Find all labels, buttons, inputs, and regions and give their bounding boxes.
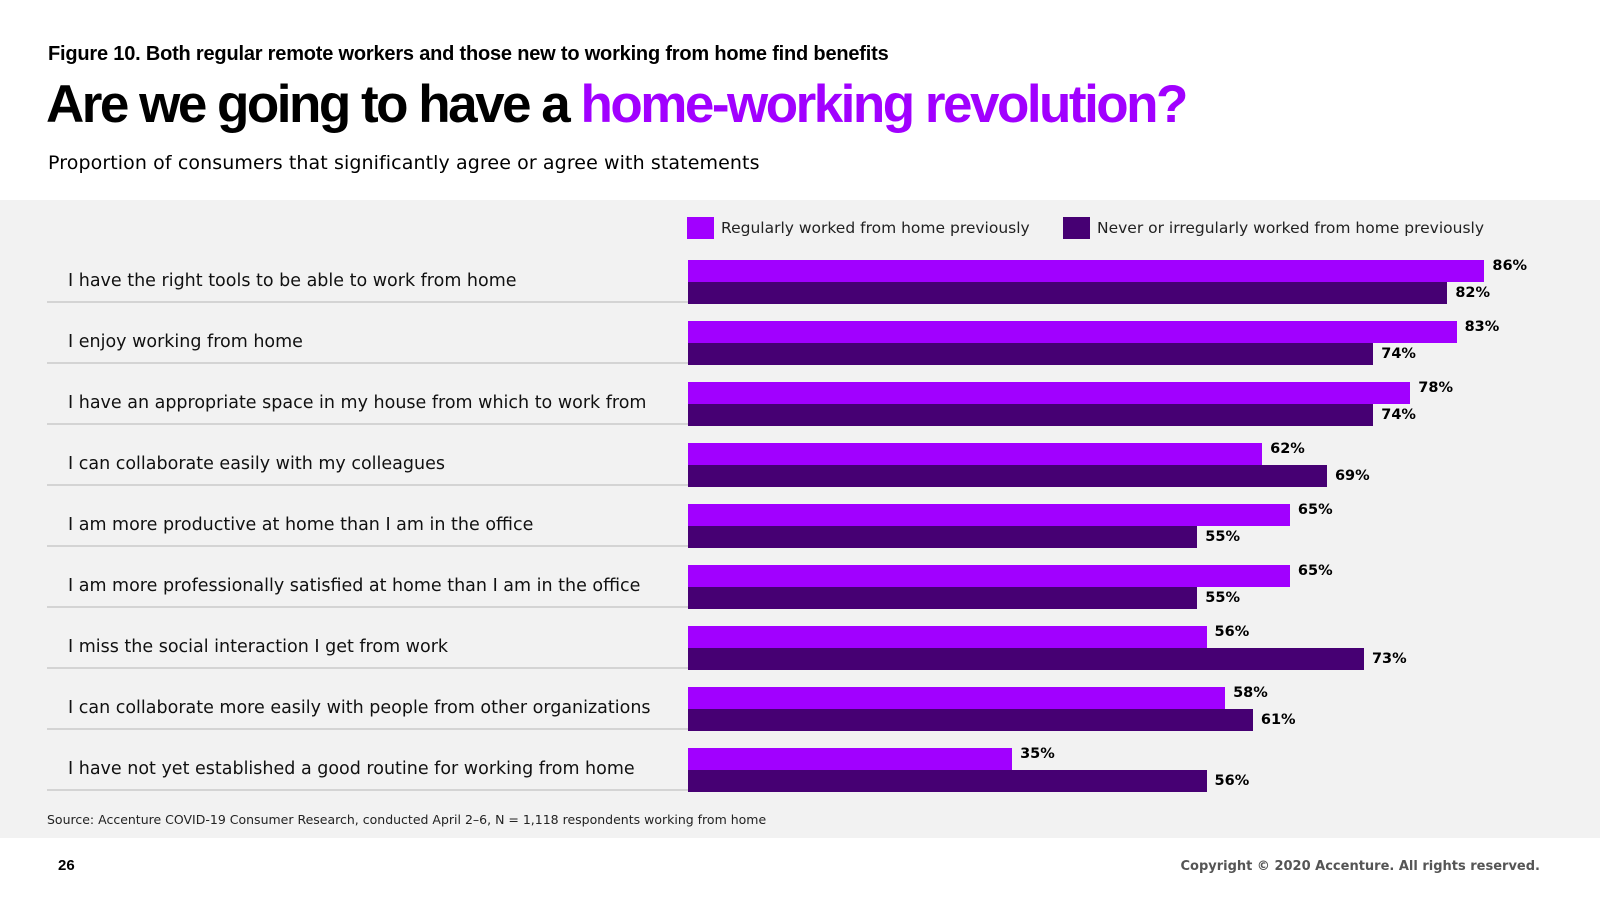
bar-regular (688, 626, 1207, 648)
bar-regular (688, 565, 1290, 587)
row-divider (47, 606, 688, 608)
bar-never (688, 587, 1198, 609)
row-divider (47, 789, 688, 791)
legend-swatch-never (1063, 217, 1090, 239)
copyright: Copyright © 2020 Accenture. All rights r… (1180, 859, 1541, 874)
bar-regular (688, 748, 1013, 770)
title-plain: Are we going to have a (46, 75, 581, 134)
row-divider (47, 362, 688, 364)
value-label-regular: 65% (1297, 502, 1333, 518)
row-label: I can collaborate more easily with peopl… (68, 698, 651, 718)
row-divider (47, 667, 688, 669)
bar-never (688, 465, 1327, 487)
value-label-regular: 65% (1297, 563, 1333, 579)
bar-regular (688, 321, 1457, 343)
bar-never (688, 404, 1374, 426)
row-label: I can collaborate easily with my colleag… (68, 454, 445, 474)
value-label-regular: 86% (1492, 258, 1528, 274)
legend-label-never: Never or irregularly worked from home pr… (1097, 219, 1485, 237)
page-number: 26 (58, 857, 75, 874)
legend-never: Never or irregularly worked from home pr… (1063, 217, 1484, 239)
value-label-regular: 56% (1214, 624, 1250, 640)
value-label-regular: 78% (1418, 380, 1453, 396)
title-accent: home-working revolution? (580, 75, 1188, 134)
value-label-never: 73% (1371, 651, 1407, 667)
row-divider (47, 545, 688, 547)
figure-label: Figure 10. Both regular remote workers a… (48, 43, 889, 65)
value-label-regular: 35% (1020, 746, 1055, 762)
value-label-regular: 58% (1233, 685, 1268, 701)
bar-never (688, 648, 1364, 670)
bar-regular (688, 504, 1290, 526)
row-label: I have not yet established a good routin… (68, 759, 635, 779)
bar-regular (688, 260, 1485, 282)
legend-swatch-regular (687, 217, 714, 239)
chart-subtitle: Proportion of consumers that significant… (48, 152, 760, 174)
bar-never (688, 343, 1374, 365)
value-label-never: 82% (1455, 285, 1491, 301)
row-divider (47, 484, 688, 486)
value-label-never: 74% (1381, 346, 1416, 362)
bar-never (688, 709, 1253, 731)
row-label: I enjoy working from home (68, 332, 303, 352)
bar-never (688, 526, 1198, 548)
row-divider (47, 423, 688, 425)
value-label-never: 74% (1381, 407, 1416, 423)
legend-label-regular: Regularly worked from home previously (721, 219, 1030, 237)
value-label-never: 56% (1214, 773, 1250, 789)
row-label: I have an appropriate space in my house … (68, 393, 647, 413)
row-label: I miss the social interaction I get from… (68, 637, 449, 657)
value-label-never: 69% (1334, 468, 1370, 484)
bar-regular (688, 687, 1226, 709)
value-label-never: 55% (1205, 529, 1241, 545)
value-label-never: 61% (1260, 712, 1296, 728)
row-divider (47, 728, 688, 730)
page-title: Are we going to have a home-working revo… (46, 74, 1188, 135)
bar-regular (688, 382, 1411, 404)
bar-regular (688, 443, 1263, 465)
row-label: I have the right tools to be able to wor… (68, 271, 517, 291)
value-label-never: 55% (1205, 590, 1241, 606)
legend-regular: Regularly worked from home previously (687, 217, 1030, 239)
value-label-regular: 83% (1464, 319, 1500, 335)
value-label-regular: 62% (1270, 441, 1305, 457)
row-divider (47, 301, 688, 303)
bar-never (688, 282, 1448, 304)
bar-never (688, 770, 1207, 792)
row-label: I am more productive at home than I am i… (68, 515, 534, 535)
row-label: I am more professionally satisfied at ho… (68, 576, 641, 596)
source-note: Source: Accenture COVID-19 Consumer Rese… (47, 812, 767, 827)
